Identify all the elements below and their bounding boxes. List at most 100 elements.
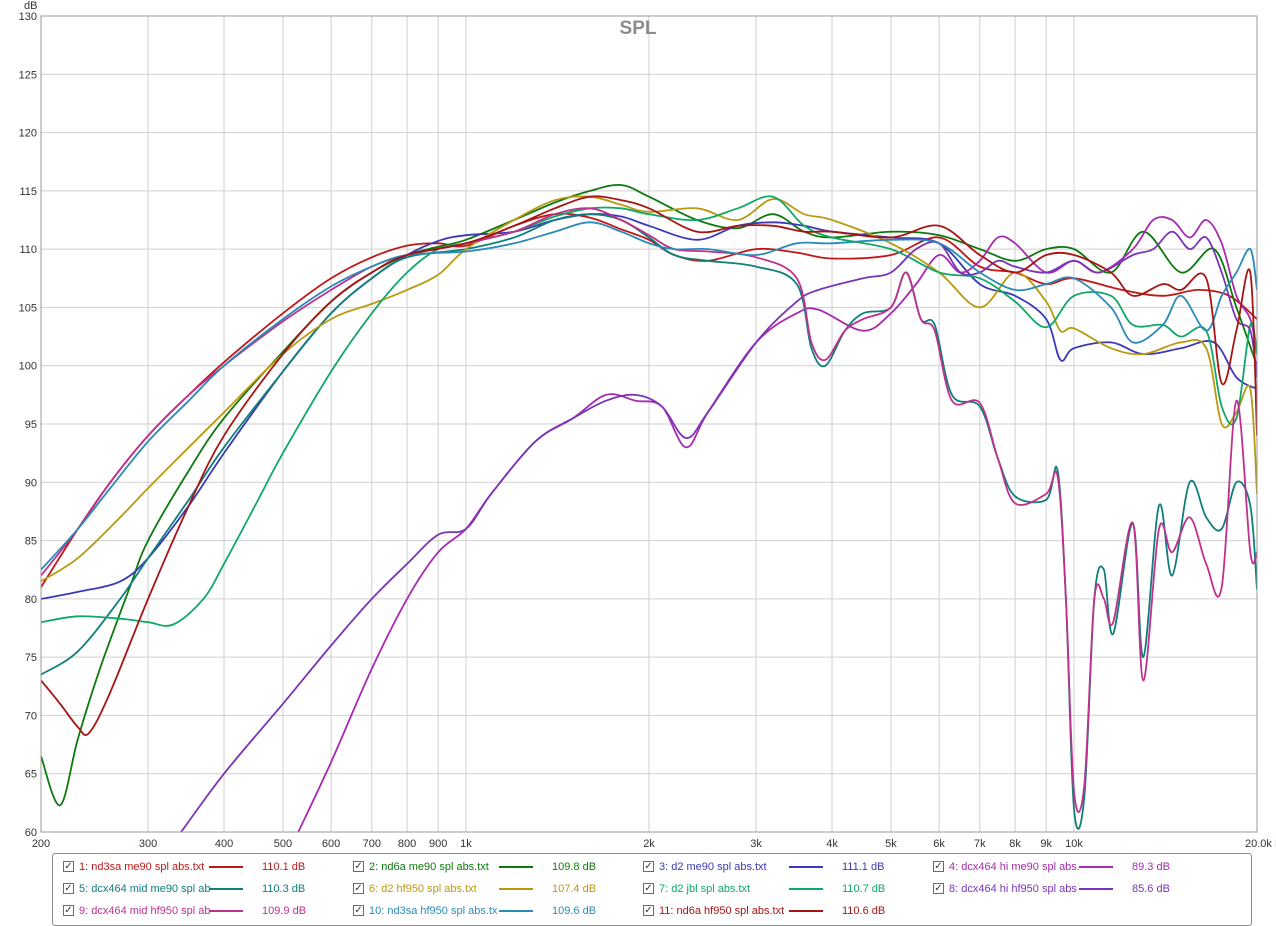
legend-checkbox[interactable]: ✓ bbox=[353, 861, 364, 872]
legend-checkbox[interactable]: ✓ bbox=[643, 883, 654, 894]
y-tick-label: 105 bbox=[19, 302, 37, 314]
chart-curves bbox=[41, 183, 1257, 832]
legend-swatch bbox=[1079, 866, 1113, 868]
legend-item-10[interactable]: ✓ 10: nd3sa hf950 spl abs.tx 109.6 dB bbox=[353, 902, 633, 920]
y-tick-label: 95 bbox=[25, 419, 37, 431]
legend-checkbox[interactable]: ✓ bbox=[933, 861, 944, 872]
y-tick-label: 65 bbox=[25, 769, 37, 781]
x-tick-label: 600 bbox=[322, 838, 340, 850]
legend-checkbox[interactable]: ✓ bbox=[643, 861, 654, 872]
y-tick-label: 70 bbox=[25, 710, 37, 722]
x-tick-label: 2k bbox=[643, 838, 655, 850]
x-tick-label: 8k bbox=[1009, 838, 1021, 850]
x-tick-label: 4k bbox=[826, 838, 838, 850]
legend-checkbox[interactable]: ✓ bbox=[353, 905, 364, 916]
x-tick-label: 3k bbox=[750, 838, 762, 850]
series-line-10 bbox=[41, 221, 1257, 571]
legend-checkbox[interactable]: ✓ bbox=[933, 883, 944, 894]
series-line-8 bbox=[180, 230, 1257, 832]
x-tick-label: 800 bbox=[398, 838, 416, 850]
x-tick-label: 300 bbox=[139, 838, 157, 850]
legend-series-name: 10: nd3sa hf950 spl abs.tx bbox=[369, 905, 498, 917]
legend-swatch bbox=[499, 866, 533, 868]
legend-swatch bbox=[209, 866, 243, 868]
legend-item-5[interactable]: ✓ 5: dcx464 mid me90 spl ab 110.3 dB bbox=[63, 880, 343, 898]
legend-checkbox[interactable]: ✓ bbox=[63, 883, 74, 894]
legend-value: 85.6 dB bbox=[1132, 883, 1170, 895]
legend-checkbox[interactable]: ✓ bbox=[63, 861, 74, 872]
y-axis-label: dB bbox=[24, 0, 37, 12]
y-tick-label: 85 bbox=[25, 536, 37, 548]
legend-item-3[interactable]: ✓ 3: d2 me90 spl abs.txt 111.1 dB bbox=[643, 858, 923, 876]
legend-swatch bbox=[499, 910, 533, 912]
y-tick-label: 120 bbox=[19, 128, 37, 140]
series-line-3 bbox=[41, 213, 1257, 600]
x-tick-label: 6k bbox=[933, 838, 945, 850]
spl-chart: 200 300 400 500 600 700 800 900 1k 2k 3k 4k 5k 6k 7k 8k… bbox=[19, 0, 1276, 850]
y-tick-label: 80 bbox=[25, 594, 37, 606]
chart-title: SPL bbox=[620, 18, 657, 39]
y-tick-label: 60 bbox=[25, 827, 37, 839]
legend-checkbox[interactable]: ✓ bbox=[643, 905, 654, 916]
legend-item-9[interactable]: ✓ 9: dcx464 mid hf950 spl ab 109.9 dB bbox=[63, 902, 343, 920]
x-tick-label: 10k bbox=[1065, 838, 1083, 850]
legend-series-name: 1: nd3sa me90 spl abs.txt bbox=[79, 861, 205, 873]
chart-grid bbox=[40, 15, 1258, 833]
legend-series-name: 5: dcx464 mid me90 spl ab bbox=[79, 883, 211, 895]
x-tick-label: 700 bbox=[363, 838, 381, 850]
y-tick-label: 75 bbox=[25, 652, 37, 664]
y-tick-label: 115 bbox=[19, 186, 37, 198]
legend-swatch bbox=[209, 910, 243, 912]
legend-swatch bbox=[499, 888, 533, 890]
x-tick-label: 20.0k Hz bbox=[1245, 838, 1276, 850]
legend-swatch bbox=[789, 866, 823, 868]
x-tick-label: 900 bbox=[429, 838, 447, 850]
x-tick-label: 1k bbox=[460, 838, 472, 850]
legend-series-name: 9: dcx464 mid hf950 spl ab bbox=[79, 905, 211, 917]
legend-value: 109.6 dB bbox=[552, 905, 597, 917]
legend-value: 110.6 dB bbox=[842, 905, 886, 917]
legend-item-4[interactable]: ✓ 4: dcx464 hi me90 spl abs. 89.3 dB bbox=[933, 858, 1213, 876]
x-tick-label: 5k bbox=[885, 838, 897, 850]
y-tick-label: 90 bbox=[25, 477, 37, 489]
legend-series-name: 6: d2 hf950 spl abs.txt bbox=[369, 883, 477, 895]
legend-item-11[interactable]: ✓ 11: nd6a hf950 spl abs.txt 110.6 dB bbox=[643, 902, 923, 920]
legend-item-2[interactable]: ✓ 2: nd6a me90 spl abs.txt 109.8 dB bbox=[353, 858, 633, 876]
axis-labels: 200 300 400 500 600 700 800 900 1k 2k 3k 4k 5k 6k 7k 8k… bbox=[19, 11, 1276, 850]
legend-series-name: 4: dcx464 hi me90 spl abs. bbox=[949, 861, 1080, 873]
legend-series-name: 2: nd6a me90 spl abs.txt bbox=[369, 861, 489, 873]
legend-value: 110.7 dB bbox=[842, 883, 886, 895]
legend-value: 89.3 dB bbox=[1132, 861, 1170, 873]
legend-item-7[interactable]: ✓ 7: d2 jbl spl abs.txt 110.7 dB bbox=[643, 880, 923, 898]
legend-swatch bbox=[789, 910, 823, 912]
legend-checkbox[interactable]: ✓ bbox=[353, 883, 364, 894]
legend-swatch bbox=[1079, 888, 1113, 890]
legend-value: 110.1 dB bbox=[262, 861, 306, 873]
y-tick-label: 110 bbox=[19, 244, 37, 256]
legend-swatch bbox=[789, 888, 823, 890]
legend-checkbox[interactable]: ✓ bbox=[63, 905, 74, 916]
legend-item-1[interactable]: ✓ 1: nd3sa me90 spl abs.txt 110.1 dB bbox=[63, 858, 343, 876]
plot-frame bbox=[40, 15, 1258, 833]
y-tick-label: 100 bbox=[19, 361, 37, 373]
chart-legend: ✓ 1: nd3sa me90 spl abs.txt 110.1 dB ✓ 2: nd… bbox=[52, 853, 1252, 926]
legend-value: 109.8 dB bbox=[552, 861, 597, 873]
series-line-1 bbox=[41, 212, 1257, 588]
x-tick-label: 400 bbox=[215, 838, 233, 850]
legend-value: 107.4 dB bbox=[552, 883, 597, 895]
x-tick-label: 500 bbox=[274, 838, 292, 850]
legend-series-name: 8: dcx464 hi hf950 spl abs bbox=[949, 883, 1077, 895]
x-tick-label: 200 bbox=[32, 838, 50, 850]
x-tick-label: 7k bbox=[974, 838, 986, 850]
legend-item-6[interactable]: ✓ 6: d2 hf950 spl abs.txt 107.4 dB bbox=[353, 880, 633, 898]
legend-item-8[interactable]: ✓ 8: dcx464 hi hf950 spl abs 85.6 dB bbox=[933, 880, 1213, 898]
legend-series-name: 11: nd6a hf950 spl abs.txt bbox=[659, 905, 785, 917]
series-line-5 bbox=[41, 213, 1257, 830]
y-tick-label: 125 bbox=[19, 69, 37, 81]
y-tick-label: 130 bbox=[19, 11, 37, 23]
series-line-11 bbox=[41, 195, 1257, 737]
legend-value: 110.3 dB bbox=[262, 883, 306, 895]
legend-series-name: 3: d2 me90 spl abs.txt bbox=[659, 861, 767, 873]
legend-value: 111.1 dB bbox=[842, 861, 885, 873]
legend-series-name: 7: d2 jbl spl abs.txt bbox=[659, 883, 751, 895]
